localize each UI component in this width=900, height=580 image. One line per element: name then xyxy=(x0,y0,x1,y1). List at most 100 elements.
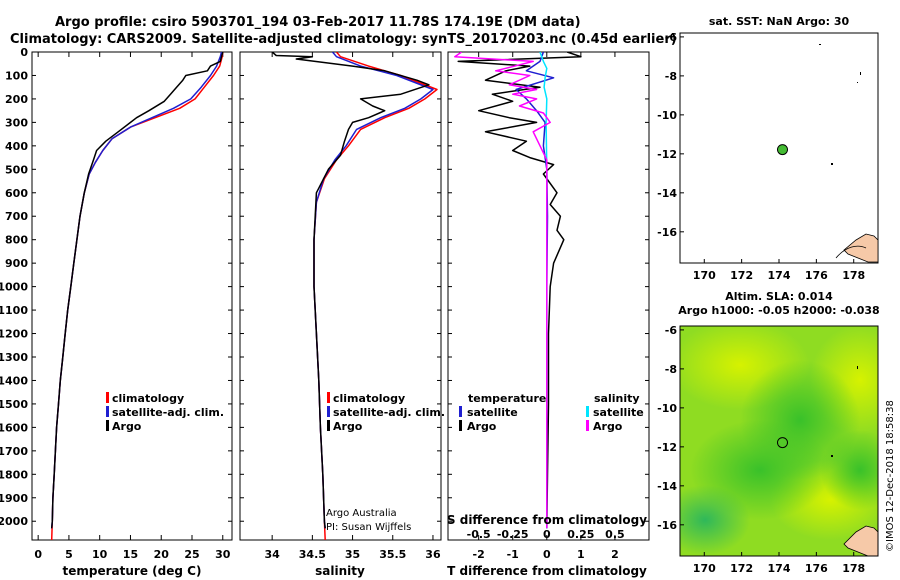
map-sla-field xyxy=(680,326,878,556)
salinity-series-climatology xyxy=(313,52,438,540)
depth-tick-label: 1800 xyxy=(0,468,28,481)
sla-blob xyxy=(820,430,878,510)
map-ytick-label: -8 xyxy=(665,363,677,376)
difference-series-t-argo xyxy=(457,52,582,529)
map-ytick-label: -6 xyxy=(665,31,678,44)
legend-title-temperature: temperature xyxy=(468,392,546,405)
salinity-xtick-label: 36 xyxy=(425,548,441,561)
salinity-diff-tick-label: -0.25 xyxy=(497,528,529,541)
depth-tick-label: 100 xyxy=(5,69,28,82)
legend-swatch-satellite xyxy=(106,406,109,417)
depth-tick-label: 2000 xyxy=(0,515,28,528)
map-xtick-label: 176 xyxy=(805,562,828,575)
temperature-xtick-label: 30 xyxy=(215,548,231,561)
depth-tick-label: 1000 xyxy=(0,281,28,294)
map-sst-title: sat. SST: NaN Argo: 30 xyxy=(709,15,850,28)
temperature-xtick-label: 5 xyxy=(65,548,73,561)
salinity-xlabel: salinity xyxy=(315,564,365,578)
island xyxy=(857,366,858,369)
difference-xtick-label: -1 xyxy=(507,548,519,561)
difference-xtick-label: -2 xyxy=(473,548,485,561)
depth-tick-label: 0 xyxy=(20,46,28,59)
depth-tick-label: 200 xyxy=(5,93,28,106)
map-xtick-label: 178 xyxy=(842,269,865,282)
title-line-1: Argo profile: csiro 5903701_194 03-Feb-2… xyxy=(55,15,581,30)
legend-label-s-argo: Argo xyxy=(593,420,623,433)
legend-label-climatology: climatology xyxy=(112,392,184,405)
land-fiji xyxy=(843,233,879,263)
difference-series-s-argo xyxy=(454,52,551,529)
legend-swatch-t-satellite xyxy=(459,406,462,417)
difference-xlabel: T difference from climatology xyxy=(447,564,647,578)
salinity-plot-frame xyxy=(239,51,442,541)
legend-swatch-argo xyxy=(327,420,330,431)
legend-label-climatology: climatology xyxy=(333,392,405,405)
map-sla-argo-marker xyxy=(777,437,788,449)
salinity-diff-tick-label: 0.5 xyxy=(605,528,625,541)
difference-xtick-label: 2 xyxy=(611,548,619,561)
map-ytick-label: -8 xyxy=(665,70,677,83)
legend-swatch-argo xyxy=(106,420,109,431)
salinity-diff-tick-label: 0.25 xyxy=(567,528,594,541)
map-ytick-label: -16 xyxy=(657,519,677,532)
difference-legend: temperature salinity satellite Argo sate… xyxy=(459,392,644,433)
depth-tick-label: 500 xyxy=(5,163,28,176)
salinity-xtick-label: 35 xyxy=(345,548,360,561)
difference-xtick-label: 1 xyxy=(577,548,585,561)
legend-label-satellite: satellite-adj. clim. xyxy=(333,406,445,419)
map-xtick-label: 174 xyxy=(768,562,791,575)
map-xtick-label: 174 xyxy=(768,269,791,282)
map-xtick-label: 170 xyxy=(693,269,716,282)
temperature-xlabel: temperature (deg C) xyxy=(63,564,202,578)
map-xtick-label: 178 xyxy=(842,562,865,575)
salinity-xtick-label: 34 xyxy=(265,548,281,561)
depth-tick-label: 600 xyxy=(5,187,28,200)
temperature-series-climatology xyxy=(50,52,224,540)
legend-swatch-s-argo xyxy=(586,420,589,431)
temperature-xtick-label: 10 xyxy=(92,548,108,561)
depth-tick-label: 900 xyxy=(5,257,28,270)
depth-tick-label: 1700 xyxy=(0,445,28,458)
difference-plot-frame xyxy=(447,51,650,541)
temperature-legend: climatology satellite-adj. clim. Argo xyxy=(106,392,224,433)
island xyxy=(831,455,833,457)
map-ytick-label: -12 xyxy=(657,148,677,161)
map-ytick-label: -12 xyxy=(657,441,677,454)
depth-tick-label: 1300 xyxy=(0,351,28,364)
salinity-diff-tick-label: 0 xyxy=(543,528,551,541)
temperature-xtick-label: 0 xyxy=(34,548,42,561)
temperature-xtick-label: 20 xyxy=(154,548,170,561)
imos-timestamp: ©IMOS 12-Dec-2018 18:58:38 xyxy=(885,400,896,552)
salinity-legend: climatology satellite-adj. clim. Argo xyxy=(327,392,445,433)
depth-tick-label: 300 xyxy=(5,116,28,129)
salinity-xtick-label: 34.5 xyxy=(299,548,326,561)
depth-tick-label: 800 xyxy=(5,234,28,247)
depth-tick-label: 1500 xyxy=(0,398,28,411)
temperature-series-argo xyxy=(50,52,224,529)
map-xtick-label: 172 xyxy=(730,269,753,282)
legend-swatch-s-satellite xyxy=(586,406,589,417)
legend-swatch-climatology xyxy=(106,392,109,403)
legend-label-argo: Argo xyxy=(333,420,363,433)
difference-xtick-label: 0 xyxy=(543,548,551,561)
salinity-diff-tick-label: -0.5 xyxy=(467,528,491,541)
legend-swatch-climatology xyxy=(327,392,330,403)
map-xtick-label: 176 xyxy=(805,269,828,282)
depth-tick-label: 1400 xyxy=(0,374,28,387)
island xyxy=(819,44,821,45)
sla-blob xyxy=(680,485,750,555)
map-xtick-label: 172 xyxy=(730,562,753,575)
map-ytick-label: -16 xyxy=(657,226,677,239)
map-sst-islands xyxy=(819,44,879,263)
depth-tick-label: 1600 xyxy=(0,421,28,434)
map-xtick-label: 170 xyxy=(693,562,716,575)
legend-label-s-satellite: satellite xyxy=(593,406,644,419)
island xyxy=(857,82,858,83)
map-ytick-label: -14 xyxy=(657,480,677,493)
temperature-xtick-label: 25 xyxy=(184,548,199,561)
depth-tick-label: 1200 xyxy=(0,328,28,341)
legend-swatch-satellite xyxy=(327,406,330,417)
temperature-series-satellite-adj-clim- xyxy=(50,52,223,529)
salinity-series-argo xyxy=(271,52,430,529)
land-fiji xyxy=(843,525,878,556)
